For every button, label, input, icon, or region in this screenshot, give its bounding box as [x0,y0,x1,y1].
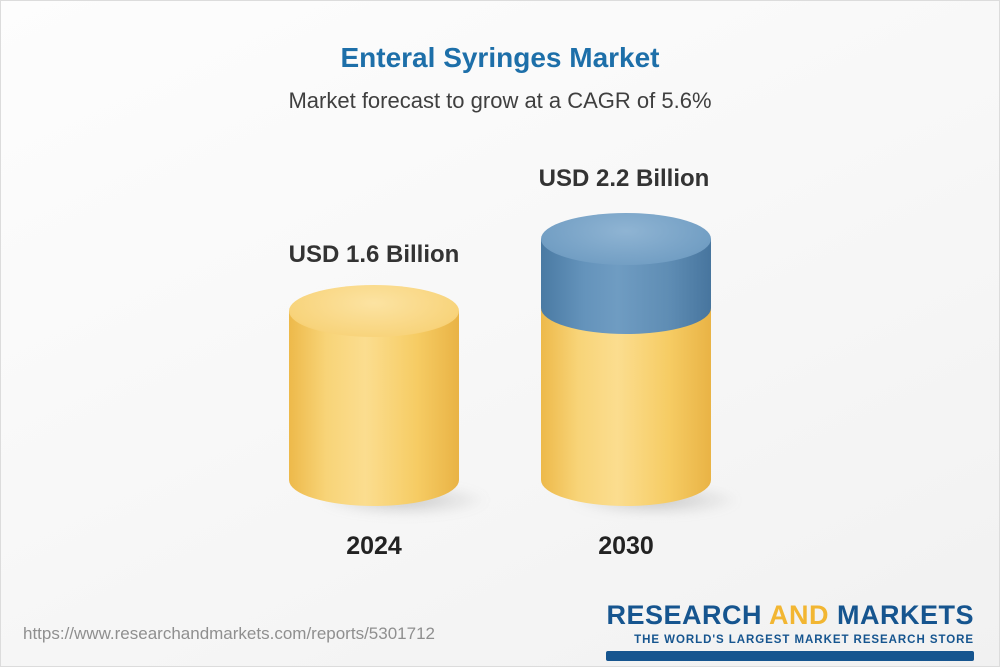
value-label-2030: USD 2.2 Billion [538,165,710,192]
logo-wordmark: RESEARCH AND MARKETS [606,600,974,631]
logo-tagline: THE WORLD'S LARGEST MARKET RESEARCH STOR… [634,634,974,646]
value-label-2024: USD 1.6 Billion [288,241,460,268]
category-label-2024: 2024 [346,532,402,560]
bar-2024-cylinder [289,285,489,516]
logo-word-and: AND [768,600,829,630]
logo-underline-bar [606,651,974,661]
bar-2030-top-face [541,213,711,265]
category-label-2030: 2030 [598,532,654,560]
bar-2030-base-segment [541,308,711,506]
chart-subtitle: Market forecast to grow at a CAGR of 5.6… [288,88,712,113]
bar-2024-body [289,311,459,506]
page-title: Enteral Syringes Market [340,42,660,73]
logo-word-markets: MARKETS [837,600,974,630]
research-and-markets-logo: RESEARCH AND MARKETS THE WORLD'S LARGEST… [606,600,974,661]
logo-word-research: RESEARCH [606,600,762,630]
bar-2030-cylinder [541,213,741,516]
report-url-link[interactable]: https://www.researchandmarkets.com/repor… [23,624,435,643]
bar-2024-top-face [289,285,459,337]
